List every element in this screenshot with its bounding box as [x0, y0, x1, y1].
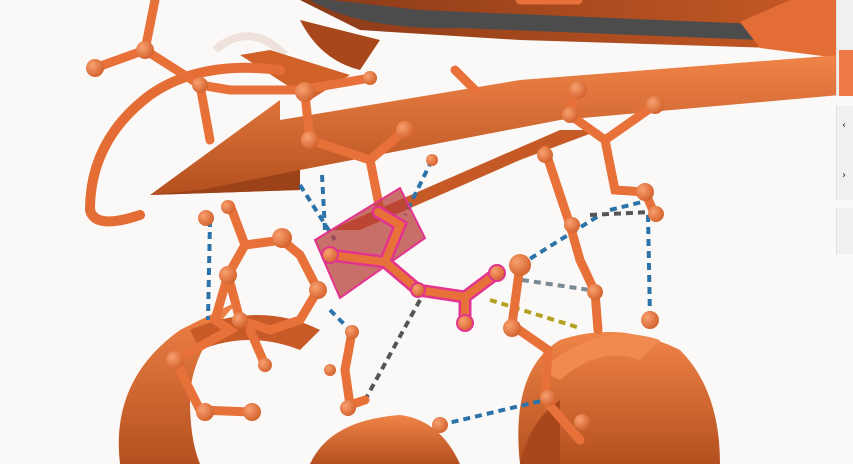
residue-sticks — [90, 0, 660, 445]
helix-bottom-center — [310, 415, 460, 464]
ghost-ribbon — [212, 32, 288, 58]
side-panel-extra[interactable] — [836, 208, 853, 254]
atom-spheres — [86, 41, 664, 433]
side-panel-toggle[interactable] — [836, 0, 853, 96]
beta-strand-top — [300, 0, 853, 70]
panel-options-icon-2: › — [842, 170, 846, 181]
ligand-highlight[interactable] — [313, 186, 506, 332]
beta-strand-middle — [150, 50, 840, 230]
panel-options-icon: ‹ — [842, 120, 846, 131]
side-panel-options[interactable]: ‹ › — [836, 106, 853, 200]
coil-loop-left — [84, 62, 285, 227]
panel-toggle-icon — [839, 50, 853, 96]
